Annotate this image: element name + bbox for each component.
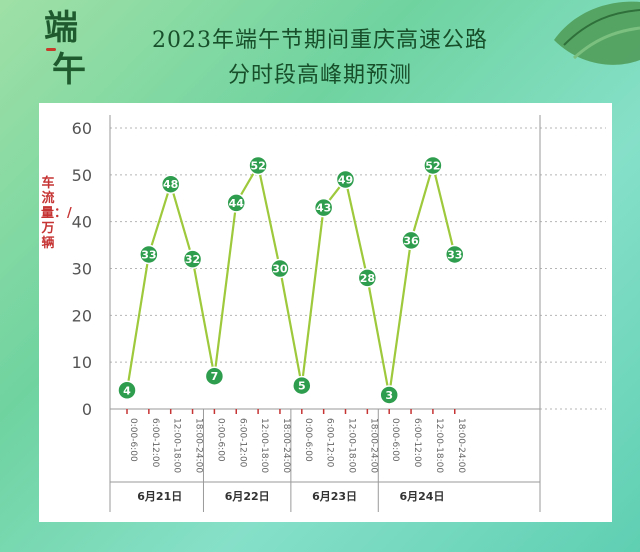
- x-tick-label: 18:00-24:00: [456, 418, 466, 473]
- data-point: [204, 366, 225, 386]
- data-label: 7: [211, 370, 219, 383]
- chart-title-line1: 2023年端午节期间重庆高速公路: [152, 28, 488, 53]
- data-point: [445, 244, 465, 265]
- x-tick-label: 12:00-18:00: [172, 418, 182, 473]
- y-tick-label: 30: [72, 260, 92, 279]
- data-label: 4: [123, 384, 131, 397]
- x-tick-label: 0:00-6:00: [303, 418, 313, 462]
- x-group-label: 6月24日: [399, 490, 444, 503]
- data-point: [423, 155, 443, 176]
- data-point: [270, 258, 290, 279]
- data-point: [335, 169, 356, 190]
- data-point: [139, 244, 159, 265]
- data-label: 36: [403, 234, 419, 247]
- data-point: [357, 268, 378, 288]
- logo-char-1: 端: [44, 8, 78, 48]
- x-group-label: 6月23日: [312, 490, 357, 503]
- data-label: 33: [141, 248, 156, 261]
- data-label: 52: [250, 159, 265, 172]
- y-tick-label: 40: [72, 213, 92, 232]
- data-point: [117, 380, 137, 401]
- y-tick-label: 50: [72, 166, 92, 185]
- x-tick-label: 18:00-24:00: [281, 418, 291, 473]
- data-point: [292, 375, 312, 396]
- y-tick-label: 60: [72, 119, 92, 138]
- data-label: 49: [338, 174, 353, 187]
- data-point: [160, 174, 181, 194]
- x-tick-label: 0:00-6:00: [390, 418, 400, 462]
- x-tick-label: 6:00-12:00: [412, 418, 422, 468]
- x-tick-label: 12:00-18:00: [434, 418, 444, 473]
- data-label: 5: [298, 380, 306, 393]
- data-label: 33: [447, 248, 462, 261]
- data-label: 30: [272, 263, 288, 276]
- x-tick-label: 12:00-18:00: [259, 418, 269, 473]
- zongzi-leaf-icon: [554, 1, 640, 65]
- logo-red-mark: [46, 48, 56, 51]
- x-tick-label: 6:00-12:00: [325, 418, 335, 468]
- data-label: 52: [425, 159, 440, 172]
- data-point: [182, 249, 203, 269]
- x-tick-label: 6:00-12:00: [237, 418, 247, 468]
- x-tick-label: 18:00-24:00: [194, 418, 204, 473]
- data-point: [401, 230, 421, 251]
- x-group-label: 6月21日: [137, 490, 182, 503]
- x-group-label: 6月22日: [225, 490, 270, 503]
- x-tick-label: 6:00-12:00: [150, 418, 160, 468]
- data-label: 28: [360, 272, 375, 285]
- chart-title-line2: 分时段高峰期预测: [227, 63, 412, 88]
- x-tick-label: 18:00-24:00: [368, 418, 378, 473]
- x-tick-label: 0:00-6:00: [215, 418, 225, 462]
- logo-char-2: 午: [52, 50, 86, 90]
- y-tick-label: 0: [82, 400, 92, 419]
- data-label: 43: [316, 202, 331, 215]
- y-tick-label: 20: [72, 306, 92, 325]
- y-tick-label: 10: [72, 353, 92, 372]
- data-label: 44: [229, 197, 245, 210]
- series-line: [125, 161, 456, 396]
- data-label: 32: [185, 253, 200, 266]
- data-point: [226, 193, 246, 213]
- data-point: [379, 385, 399, 405]
- data-point: [248, 155, 268, 176]
- data-label: 3: [385, 389, 393, 402]
- data-point: [313, 197, 334, 218]
- x-tick-label: 0:00-6:00: [128, 418, 138, 462]
- x-tick-label: 12:00-18:00: [347, 418, 357, 473]
- data-label: 48: [163, 178, 178, 191]
- chart-panel: [39, 103, 612, 522]
